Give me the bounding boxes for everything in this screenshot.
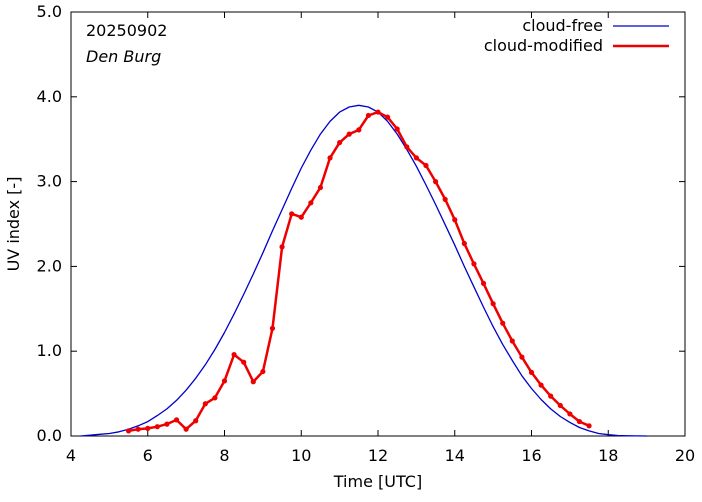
y-tick-label: 2.0	[37, 256, 62, 275]
data-point	[154, 424, 160, 430]
legend: cloud-free cloud-modified	[484, 16, 669, 55]
x-tick-label: 18	[598, 446, 618, 465]
legend-label-cloud-free: cloud-free	[522, 16, 603, 35]
series-line-cloud-free	[80, 104, 647, 437]
data-point	[212, 395, 218, 401]
plot-area	[70, 11, 686, 437]
x-axis-label: Time [UTC]	[333, 472, 422, 491]
data-point	[145, 425, 151, 431]
data-point	[298, 214, 304, 220]
x-tick-label: 16	[521, 446, 541, 465]
data-point	[423, 162, 429, 169]
data-point	[452, 217, 458, 223]
data-point	[183, 426, 189, 432]
data-point	[356, 127, 362, 133]
y-tick-label: 3.0	[37, 172, 62, 191]
data-point	[346, 131, 352, 137]
series-layer	[80, 104, 647, 437]
data-point	[135, 426, 141, 432]
y-axis: 0.0 1.0 2.0 3.0 4.0 5.0	[37, 2, 685, 445]
data-point	[471, 261, 477, 267]
y-axis-label: UV index [-]	[4, 177, 23, 272]
data-point	[231, 351, 237, 358]
data-point	[327, 155, 333, 161]
data-point	[404, 144, 410, 150]
date-label: 20250902	[86, 21, 167, 40]
data-point	[528, 369, 535, 375]
x-axis: 4 6 8 10 12 14 16 18 20	[66, 12, 695, 465]
data-point	[241, 359, 247, 365]
data-point	[337, 139, 343, 146]
data-point	[317, 184, 324, 191]
data-point	[519, 354, 525, 360]
data-point	[260, 368, 266, 375]
data-point	[375, 109, 381, 115]
x-tick-label: 8	[219, 446, 229, 465]
x-tick-label: 10	[291, 446, 311, 465]
data-point	[164, 421, 170, 427]
data-point	[173, 417, 180, 423]
data-point	[557, 402, 563, 409]
data-point	[509, 338, 515, 344]
x-tick-label: 6	[143, 446, 153, 465]
data-point	[308, 200, 314, 206]
data-point	[250, 379, 256, 385]
data-point	[279, 244, 285, 250]
x-tick-label: 14	[445, 446, 465, 465]
data-point	[221, 378, 228, 384]
data-point	[269, 325, 276, 331]
x-tick-label: 12	[368, 446, 388, 465]
data-point	[567, 411, 573, 417]
legend-label-cloud-modified: cloud-modified	[484, 36, 603, 55]
y-tick-label: 5.0	[37, 2, 62, 21]
data-point	[500, 320, 506, 326]
data-point	[548, 393, 554, 399]
data-point	[480, 280, 487, 286]
data-point	[586, 423, 592, 429]
data-point	[365, 112, 372, 119]
data-point	[490, 301, 496, 307]
x-tick-label: 20	[675, 446, 695, 465]
data-point	[289, 211, 295, 217]
y-tick-label: 0.0	[37, 426, 62, 445]
data-point	[384, 114, 391, 120]
data-point	[202, 401, 208, 407]
x-tick-label: 4	[66, 446, 76, 465]
data-point	[576, 418, 583, 425]
data-point	[193, 418, 199, 424]
data-point	[442, 196, 448, 203]
data-point	[538, 382, 544, 388]
station-label: Den Burg	[86, 47, 161, 66]
data-point	[125, 428, 132, 434]
data-point	[461, 240, 467, 247]
y-tick-label: 4.0	[37, 87, 62, 106]
data-point	[413, 155, 419, 161]
data-point	[432, 179, 439, 185]
y-tick-label: 1.0	[37, 341, 62, 360]
data-point	[394, 126, 400, 132]
